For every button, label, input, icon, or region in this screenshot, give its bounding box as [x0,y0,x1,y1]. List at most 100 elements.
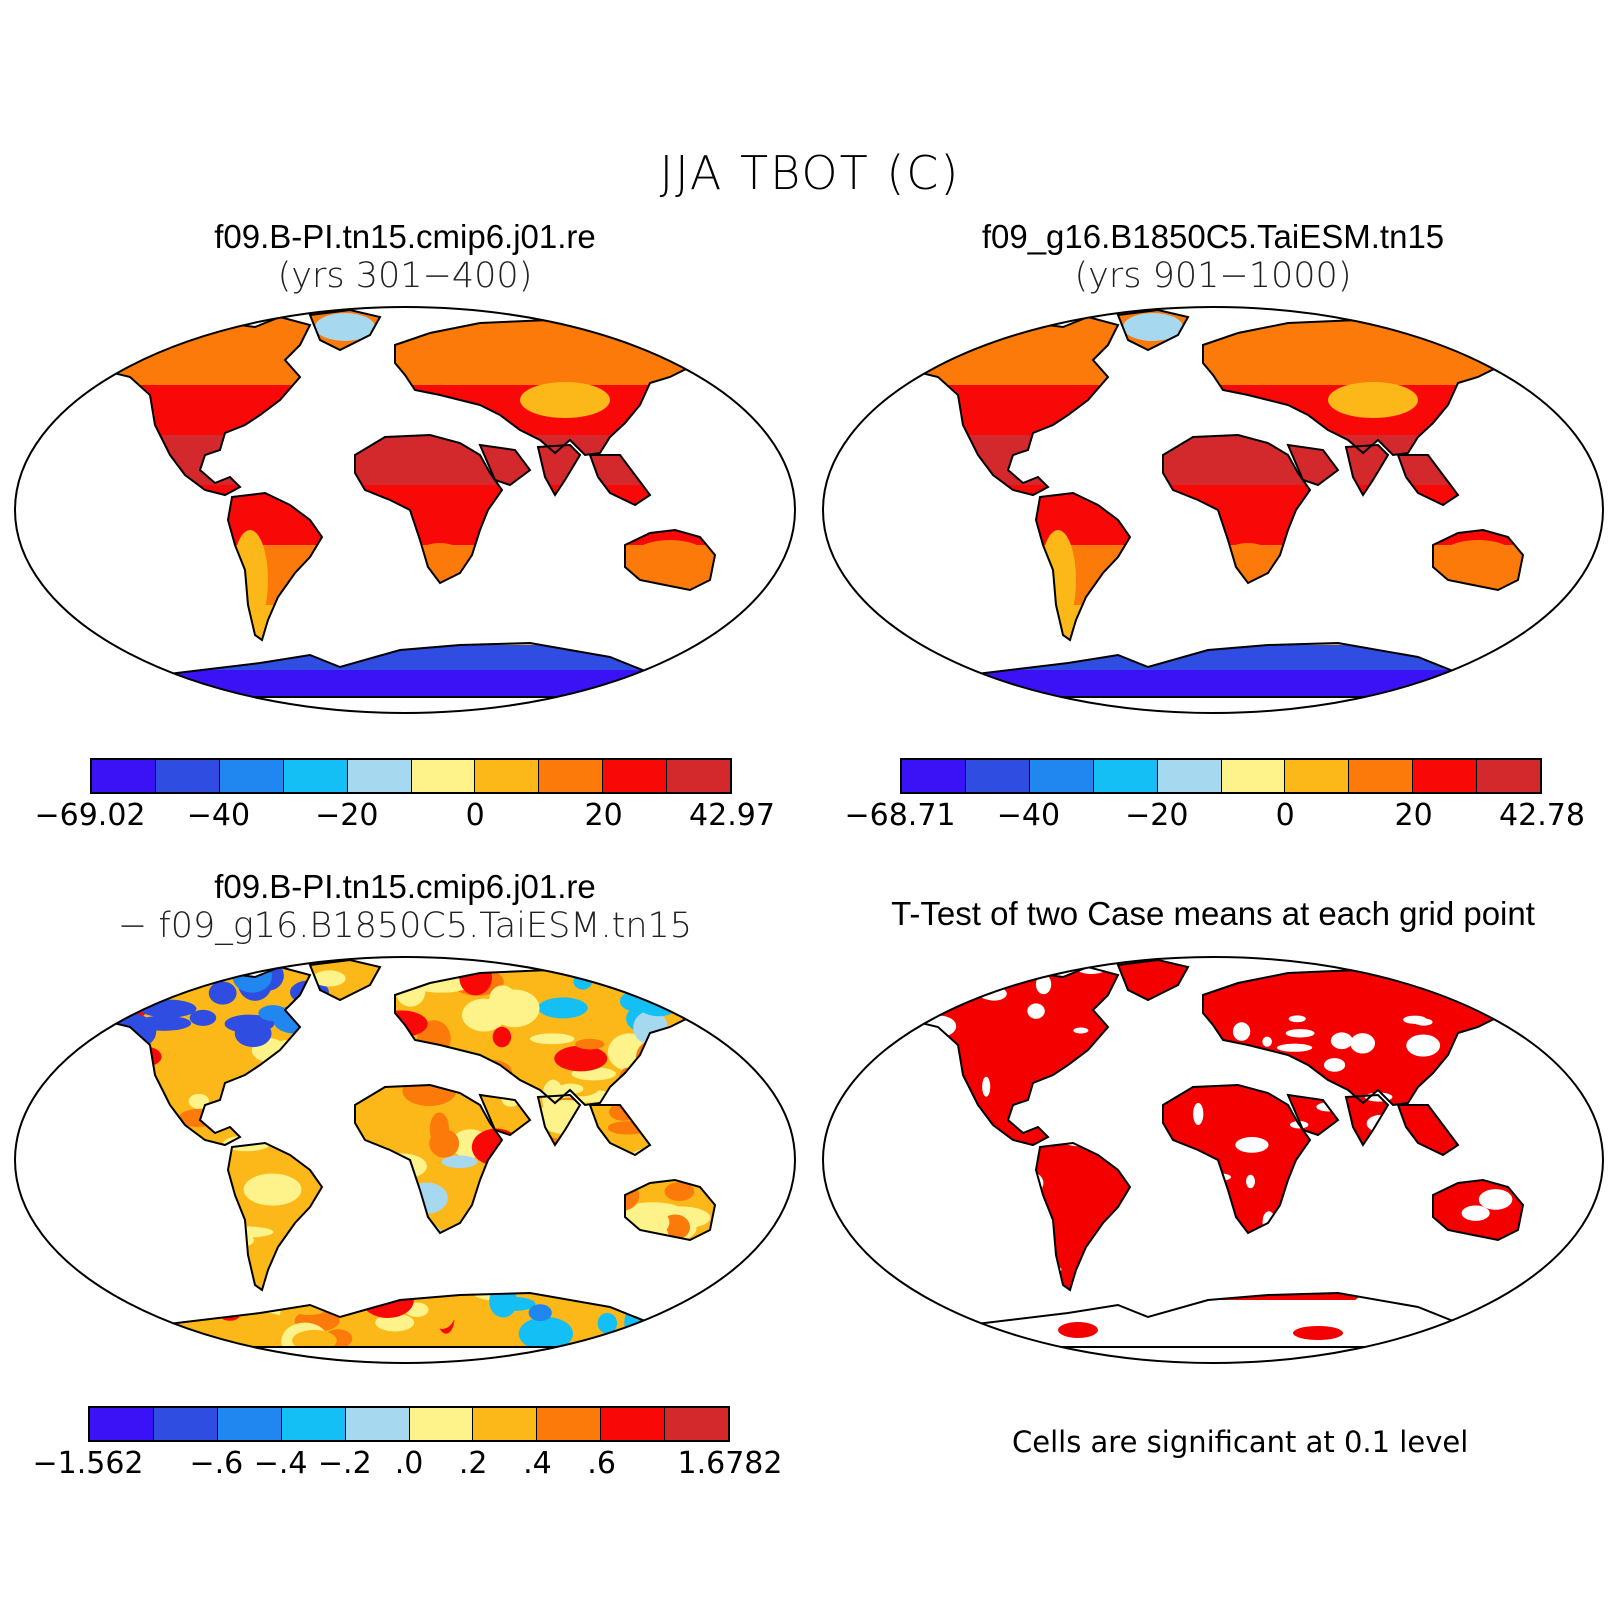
diff-patch [554,1045,608,1072]
insignificant-patch [1045,1078,1075,1092]
diff-patch [376,1153,427,1180]
southAmerica-coastline [1034,491,1132,642]
insignificant-patch [831,1332,841,1349]
diff-patch [723,1032,769,1053]
diff-patch [410,1246,440,1272]
diff-patch [373,1038,410,1072]
diff-patch [558,1250,591,1277]
map-boundary [13,956,797,1364]
map-boundary [821,956,1605,1364]
insignificant-patch [983,1217,1002,1228]
colorbar-2-tick-label: 42.78 [1499,798,1585,833]
insignificant-patch [1317,1275,1327,1290]
colorbar-2-swatch-1 [965,760,1030,792]
insignificant-patch [977,969,1013,977]
seAsia-coastline [1396,454,1460,507]
insignificant-patch [1464,1145,1501,1165]
insignificant-patch [1208,1173,1231,1181]
diff-patch [492,1026,512,1048]
insignificant-patch [927,995,947,1012]
insignificant-patch [1212,1259,1245,1275]
insignificant-patch [859,1320,882,1344]
insignificant-patch [1109,1024,1128,1033]
diff-patch [597,1312,618,1334]
colorbar-2-swatch-9 [1477,760,1541,792]
diff-patch [324,1122,346,1140]
diff-patch [260,1088,314,1127]
diff-patch [611,1216,639,1249]
insignificant-patch [955,1170,986,1181]
diff-patch [318,1245,363,1263]
diff-patch [224,1014,275,1034]
insignificant-patch [908,1079,925,1094]
diff-patch [666,1297,693,1333]
diff-patch [301,1023,321,1036]
diff-patch [312,1081,336,1104]
colorbar-3-tick-label: .0 [394,1446,424,1481]
diff-patch [243,1173,302,1206]
colorbar-3-tick-label: −.2 [317,1446,372,1481]
seAsia-coastline [1396,1104,1460,1157]
india-coastline [1344,443,1390,497]
africa-coastline [1162,433,1312,585]
diff-patch [485,1254,532,1286]
diff-patch [296,1069,349,1097]
colorbar-1-tick-label: 20 [584,798,623,833]
insignificant-patch [1271,1061,1305,1069]
insignificant-patch [1323,1058,1346,1072]
temperature-band [888,310,1523,345]
southAmerica-coastline [226,491,324,642]
diff-patch [437,1060,481,1078]
insignificant-patch [818,980,839,988]
insignificant-patch [1178,1053,1197,1065]
colorbar-1-swatch-2 [219,760,284,792]
temperature-band [888,435,1523,485]
diff-patch [400,1222,444,1252]
colorbar-1-swatch-1 [155,760,220,792]
diff-patch [761,1262,789,1286]
insignificant-patch [889,1232,913,1246]
insignificant-patch [1119,1214,1153,1223]
diff-patch [538,997,588,1019]
insignificant-patch [870,1095,884,1118]
diff-patch [81,1004,117,1042]
diff-patch [528,1304,552,1322]
insignificant-patch [1350,1033,1375,1054]
colorbar-2-swatch-7 [1349,760,1414,792]
diff-patch [80,1266,93,1283]
diff-patch [28,1028,72,1056]
colorbar-3-tick-label: 1.6782 [677,1446,783,1481]
colorbar-3-swatch-1 [153,1408,218,1440]
insignificant-patch [1462,1033,1476,1050]
diff-patch [239,1312,288,1336]
diff-patch [607,1121,649,1135]
diff-patch [375,1313,415,1332]
diff-patch [488,1208,539,1245]
colorbar-2-swatch-5 [1221,760,1286,792]
diff-patch [756,1179,776,1203]
diff-patch [176,1267,218,1291]
northAmerica-coastline [77,315,312,497]
diff-patch [489,1284,518,1318]
diff-patch [307,1069,345,1104]
diff-patch [113,1214,150,1237]
diff-patch [129,1115,154,1150]
diff-patch [325,1245,354,1281]
colorbar-2 [900,758,1542,794]
diff-patch [747,1285,795,1303]
diff-patch [354,1055,389,1080]
insignificant-patch [910,1150,927,1165]
insignificant-patch [916,991,941,1008]
antarctica-coastline [159,641,663,698]
diff-patch [91,975,115,1011]
diff-patch [115,1087,148,1120]
diff-patch [550,1221,608,1251]
seAsia-coastline [588,1104,652,1157]
diff-patch [518,1316,573,1347]
temperature-band [888,605,1523,645]
insignificant-patch [1559,1276,1590,1296]
insignificant-patch [1288,1015,1306,1023]
colorbar-3-tick-label: .4 [523,1446,552,1481]
map-panel-4 [818,956,1605,1364]
map-boundary [13,306,797,714]
